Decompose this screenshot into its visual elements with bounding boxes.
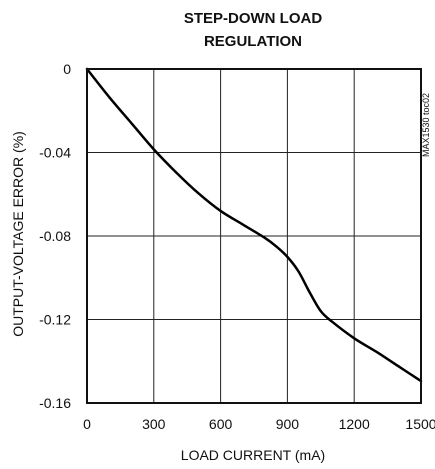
grid [86,68,422,404]
x-tick-labels: 0 300 600 900 1200 1500 [83,416,435,432]
x-tick-label: 1500 [405,416,435,432]
series-line [85,67,423,383]
y-tick-label: -0.16 [39,395,71,411]
x-tick-label: 1200 [339,416,370,432]
x-tick-label: 900 [276,416,300,432]
x-axis-label: LOAD CURRENT (mA) [181,447,325,463]
chart-title-line-2: REGULATION [204,33,302,50]
chart-title-line-1: STEP-DOWN LOAD [184,10,322,27]
figure-id-label: MAX1530 toc02 [421,93,431,157]
series-layer [85,67,423,383]
x-tick-label: 300 [142,416,166,432]
y-tick-label: -0.12 [39,312,71,328]
x-tick-label: 600 [209,416,233,432]
plot-frame [86,68,422,404]
y-tick-label: -0.08 [39,228,71,244]
y-axis-label: OUTPUT-VOLTAGE ERROR (%) [10,131,26,337]
y-tick-label: 0 [63,61,71,77]
x-tick-label: 0 [83,416,91,432]
chart-title: STEP-DOWN LOAD REGULATION [184,10,322,50]
y-tick-label: -0.04 [39,145,71,161]
y-tick-labels: 0 -0.04 -0.08 -0.12 -0.16 [39,61,71,411]
